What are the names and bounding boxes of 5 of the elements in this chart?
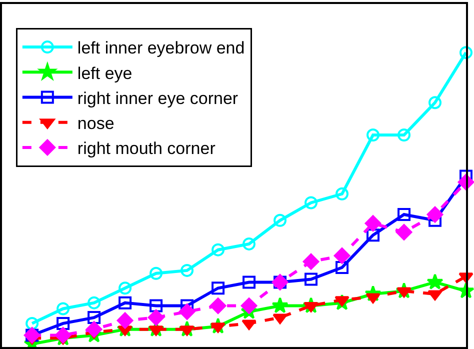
legend-label: left inner eyebrow end (77, 38, 245, 58)
legend-label: right mouth corner (77, 139, 216, 158)
legend-label: right inner eye corner (77, 88, 238, 108)
legend-label: left eye (77, 64, 132, 83)
legend-label: nose (77, 114, 114, 133)
